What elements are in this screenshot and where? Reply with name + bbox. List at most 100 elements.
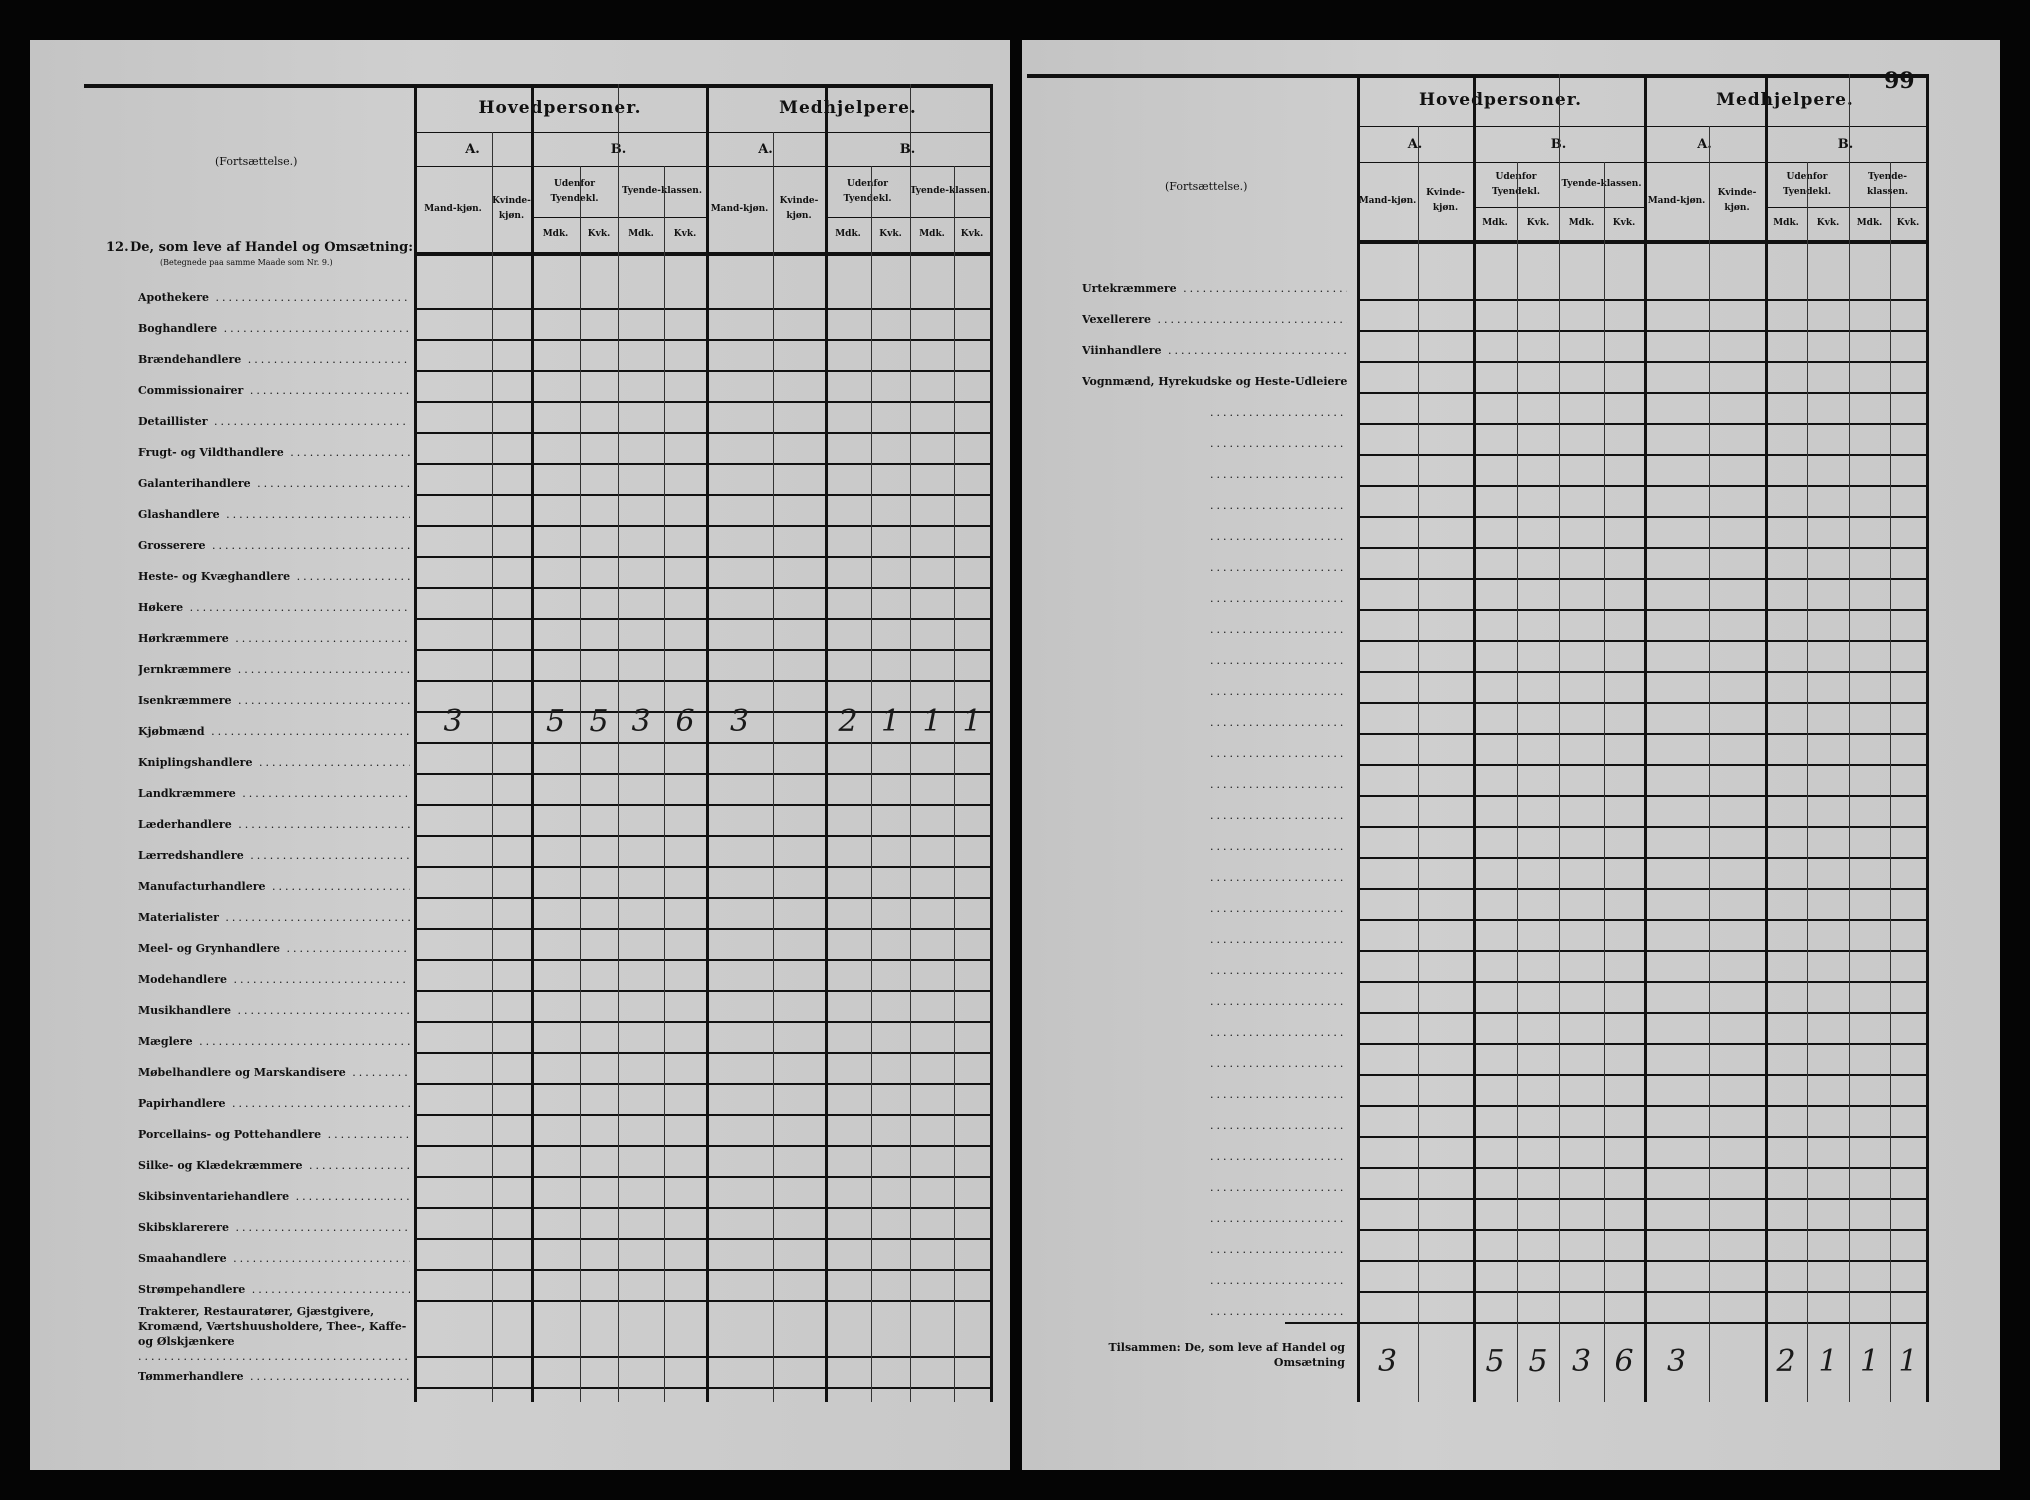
continuation-label: (Fortsættelse.) [215, 155, 298, 168]
blank-leader-dots: ........................... [1210, 1181, 1345, 1194]
row-label: Modehandlere ...........................… [138, 973, 410, 986]
sub-rule [1765, 207, 1926, 208]
total-label: Tilsammen: De, som leve af Handel og Oms… [1108, 1341, 1345, 1369]
row-rule [1357, 423, 1926, 425]
page-number: 99 [1884, 68, 1915, 94]
row-rule [414, 680, 990, 682]
row-rule [414, 649, 990, 651]
row-rule [414, 1176, 990, 1178]
leader-dots: ........................................… [238, 694, 410, 707]
ab-rule [414, 166, 990, 167]
row-label: Silke- og Klædekræmmere ................… [138, 1159, 410, 1172]
column-rule [910, 84, 911, 1402]
column-rule [1765, 74, 1768, 1402]
row-label: Apothekere .............................… [138, 291, 410, 304]
row-label-text: Jernkræmmere [138, 663, 232, 676]
left-page: Hovedpersoner. Medhjelpere. A. B. A. B. Mand-k… [30, 40, 1010, 1470]
header-udenfor: Udenfor Tyendekl. [550, 178, 599, 204]
row-label: Kniplingshandlere ......................… [138, 756, 410, 769]
row-label-text: Galanterihandlere [138, 477, 251, 490]
row-rule [1357, 361, 1926, 363]
leader-dots: ........................................… [214, 415, 410, 428]
handwritten-value: 1 [922, 704, 942, 739]
row-label-text: Detaillister [138, 415, 208, 428]
handwritten-value: 3 [729, 704, 750, 739]
row-rule [1357, 1260, 1926, 1262]
header-top-rule [1027, 74, 1926, 78]
header-kvk: Kvk. [673, 229, 697, 239]
row-label: Lærredshandlere ........................… [138, 849, 410, 862]
header-kvindekjon: Kvinde-kjøn. [492, 196, 531, 221]
row-label-text: Smaahandlere [138, 1252, 227, 1265]
row-rule [414, 1387, 990, 1389]
leader-dots: ........................................… [225, 911, 410, 924]
blank-leader-dots: ........................... [1210, 530, 1345, 543]
row-label: Meel- og Grynhandlere ..................… [138, 942, 410, 955]
row-label-text: Læderhandlere [138, 818, 232, 831]
row-rule [414, 587, 990, 589]
row-label: Manufacturhandlere .....................… [138, 880, 410, 893]
row-label: Musikhandlere ..........................… [138, 1004, 410, 1017]
row-rule [414, 1300, 990, 1302]
row-rule [414, 1052, 990, 1054]
leader-dots: ........................................… [211, 539, 410, 552]
row-rule [414, 1269, 990, 1271]
leader-dots: ........................................… [290, 446, 410, 459]
sub-rule [1473, 207, 1644, 208]
column-rule [825, 84, 828, 1402]
header-bottom-rule [1357, 240, 1926, 244]
row-rule [1357, 671, 1926, 673]
row-label-text: Grosserere [138, 539, 206, 552]
row-rule [1357, 1043, 1926, 1045]
row-rule [1357, 702, 1926, 704]
total-value: 1 [1818, 1344, 1838, 1379]
row-label: Møbelhandlere og Marskandisere .........… [138, 1066, 410, 1079]
blank-leader-dots: ........................... [1210, 1274, 1345, 1287]
column-rule [1709, 126, 1710, 1402]
header-mdk: Mdk. [542, 229, 569, 239]
leader-dots: ........................................… [189, 601, 410, 614]
row-label: Boghandlere ............................… [138, 322, 410, 335]
column-rule [618, 84, 619, 1402]
header-a: A. [758, 141, 773, 157]
blank-leader-dots: ........................... [1210, 1119, 1345, 1132]
header-mdk: Mdk. [628, 229, 654, 239]
row-rule [414, 711, 990, 713]
leader-dots: ........................................… [242, 787, 410, 800]
handwritten-value: 3 [443, 704, 463, 739]
header-b: B. [1550, 136, 1567, 152]
blank-leader-dots: ........................... [1210, 1212, 1345, 1225]
total-value: 6 [1614, 1344, 1634, 1379]
leader-dots: ........................................… [1157, 313, 1347, 326]
row-label-text: Glashandlere [138, 508, 220, 521]
row-label-text: Isenkræmmere [138, 694, 232, 707]
ab-rule [1357, 162, 1926, 163]
row-label-text: Heste- og Kvæghandlere [138, 570, 291, 583]
row-label: Porcellains- og Pottehandlere ..........… [138, 1128, 410, 1141]
header-kvindekjon: Kvinde-kjøn. [1426, 188, 1465, 213]
row-label-text: Hørkræmmere [138, 632, 229, 645]
column-rule [1357, 74, 1360, 1402]
blank-leader-dots: ........................... [1210, 468, 1345, 481]
row-label: Urtekræmmere ...........................… [1082, 282, 1347, 295]
header-hovedpersoner: Hovedpersoner. [478, 97, 642, 118]
column-rule [1604, 162, 1605, 1402]
total-value: 5 [1485, 1344, 1505, 1379]
leader-dots: ........................................… [251, 1283, 410, 1296]
header-mdk: Mdk. [1773, 218, 1799, 228]
leader-dots: ........................................… [286, 942, 410, 955]
row-rule [414, 1145, 990, 1147]
section-title: De, som leve af Handel og Omsætning: [130, 240, 414, 255]
leader-dots: ........................................… [199, 1035, 410, 1048]
header-b: B. [1837, 136, 1854, 152]
row-rule [414, 618, 990, 620]
row-rule [1357, 1136, 1926, 1138]
row-label: Grosserere .............................… [138, 539, 410, 552]
leader-dots: ........................................… [215, 291, 410, 304]
row-rule [1357, 330, 1926, 332]
row-rule [414, 866, 990, 868]
column-rule [492, 132, 493, 1402]
header-mdk: Mdk. [1568, 218, 1595, 228]
handwritten-value: 5 [545, 704, 566, 739]
row-label-text: Lærredshandlere [138, 849, 244, 862]
